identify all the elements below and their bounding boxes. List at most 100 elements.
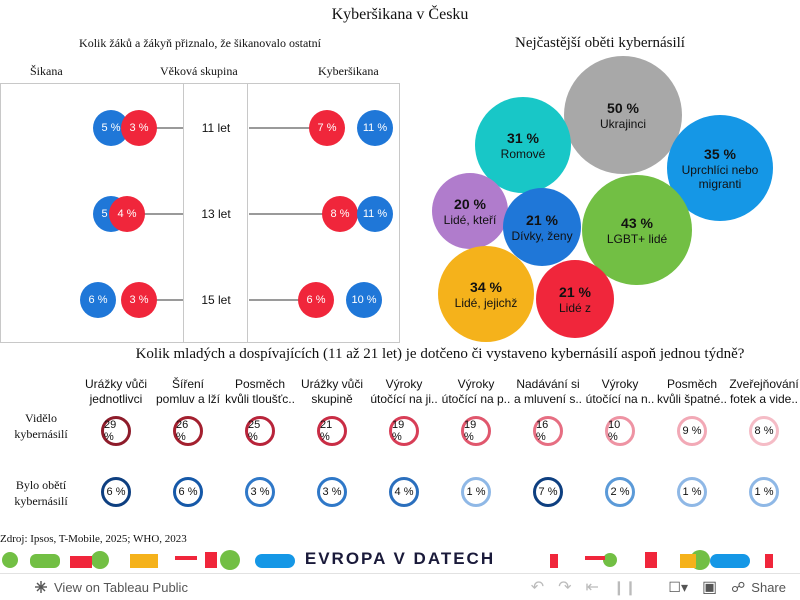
bubble-pct: 34 % — [470, 278, 502, 295]
dot-sikana-red[interactable]: 4 % — [109, 196, 145, 232]
ring-videlo[interactable]: 26 % — [173, 416, 203, 446]
bubble-lide-z[interactable]: 21 % Lidé z — [536, 260, 614, 338]
category-header-line: a mluvení s.. — [513, 392, 583, 406]
category-header: Urážky vůči skupině — [294, 377, 370, 407]
dot-sikana-blue[interactable]: 6 % — [80, 282, 116, 318]
bubble-romove[interactable]: 31 % Romové — [475, 97, 571, 193]
dot-chart-panel: 5 % 3 % 11 let 7 % 11 % 5 % 4 % 13 let 8… — [0, 83, 400, 343]
ring-obeti[interactable]: 1 % — [461, 477, 491, 507]
ring-videlo[interactable]: 19 % — [389, 416, 419, 446]
ring-obeti[interactable]: 7 % — [533, 477, 563, 507]
row-label-videlo: Vidělo kybernásilí — [8, 410, 74, 442]
dot-kyber-blue[interactable]: 10 % — [346, 282, 382, 318]
dot-kyber-red[interactable]: 8 % — [322, 196, 358, 232]
dot-kyber-red[interactable]: 6 % — [298, 282, 334, 318]
view-on-tableau-label: View on Tableau Public — [54, 579, 188, 595]
dot-kyber-red[interactable]: 7 % — [309, 110, 345, 146]
category-header-line: skupině — [311, 392, 353, 406]
bubble-label: Lidé, kteří — [443, 212, 497, 227]
ring-videlo[interactable]: 29 % — [101, 416, 131, 446]
download-icon[interactable]: ☐▾ — [668, 578, 688, 595]
page-title: Kyberšikana v Česku — [331, 6, 469, 23]
bubble-chart-title: Nejčastější oběti kybernásilí — [515, 35, 685, 51]
row-label-line: kybernásilí — [14, 494, 68, 508]
ring-obeti[interactable]: 6 % — [101, 477, 131, 507]
bubble-label: Ukrajinci — [599, 116, 646, 131]
source-note: Zdroj: Ipsos, T-Mobile, 2025; WHO, 2023 — [0, 533, 187, 545]
undo-icon[interactable]: ↶ — [530, 579, 545, 596]
ring-videlo[interactable]: 16 % — [533, 416, 563, 446]
bubble-pct: 43 % — [621, 214, 653, 231]
category-header-line: útočící na n.. — [585, 392, 655, 406]
ring-videlo[interactable]: 9 % — [677, 416, 707, 446]
bubble-label: Lidé z — [558, 300, 592, 315]
revert-icon[interactable]: ⇤ — [585, 579, 599, 596]
redo-icon[interactable]: ↷ — [558, 579, 572, 596]
category-header-line: kvůli tloušťc.. — [225, 392, 295, 406]
bubble-lgbt[interactable]: 43 % LGBT+ lidé — [582, 175, 692, 285]
dot-kyber-blue[interactable]: 11 % — [357, 196, 393, 232]
row-label-line: kybernásilí — [14, 427, 68, 441]
pause-icon[interactable]: ❙❙ — [612, 578, 637, 595]
category-header-line: útočící na ji.. — [370, 392, 438, 406]
bubble-lide-jejichz[interactable]: 34 % Lidé, jejichž — [438, 246, 534, 342]
category-header-line: pomluv a lží — [155, 392, 221, 406]
dot-kyber-blue[interactable]: 11 % — [357, 110, 393, 146]
fullscreen-icon[interactable]: ▣ — [701, 579, 718, 596]
ring-obeti[interactable]: 4 % — [389, 477, 419, 507]
age-label: 11 let — [201, 121, 231, 135]
bubble-ukrajinci[interactable]: 50 % Ukrajinci — [564, 56, 682, 174]
category-header-line: útočící na p.. — [441, 392, 511, 406]
bubble-pct: 50 % — [607, 99, 639, 116]
ring-videlo[interactable]: 21 % — [317, 416, 347, 446]
left-chart-subtitle: Kolik žáků a žákyň přiznalo, že šikanova… — [79, 36, 321, 50]
tableau-logo-icon — [35, 581, 47, 593]
col-header-kyber: Kyberšikana — [318, 64, 379, 78]
category-header-line: Nadávání si — [516, 377, 580, 391]
bubble-uprchlici[interactable]: 35 % Uprchlíci nebo migranti — [667, 115, 773, 221]
share-button[interactable]: ☍ Share — [731, 579, 786, 596]
connector-line — [138, 127, 183, 129]
connector-line — [249, 127, 327, 129]
category-header: Šíření pomluv a lží — [150, 377, 226, 407]
category-header-line: kvůli špatné.. — [656, 392, 728, 406]
connector-line — [249, 299, 313, 301]
category-header: Výroky útočící na ji.. — [366, 377, 442, 407]
ring-videlo[interactable]: 10 % — [605, 416, 635, 446]
connector-line — [249, 213, 335, 215]
bubble-divky-zeny[interactable]: 21 % Dívky, ženy — [503, 188, 581, 266]
col-header-sikana: Šikana — [30, 64, 63, 78]
bubble-lide-kteri[interactable]: 20 % Lidé, kteří — [432, 173, 508, 249]
bubble-label: Romové — [500, 146, 546, 161]
row-label-line: Bylo obětí — [15, 478, 67, 492]
view-on-tableau-link[interactable]: View on Tableau Public — [34, 580, 188, 595]
share-icon: ☍ — [731, 578, 746, 595]
bubble-pct: 21 % — [559, 283, 591, 300]
tableau-toolbar: View on Tableau Public ↶ ↷ ⇤ ❙❙ ☐▾ ▣ ☍ S… — [0, 573, 800, 600]
connector-line — [138, 213, 183, 215]
row-label-obeti: Bylo obětí kybernásilí — [8, 477, 74, 509]
age-label: 15 let — [201, 293, 231, 307]
ring-videlo[interactable]: 8 % — [749, 416, 779, 446]
ring-videlo[interactable]: 19 % — [461, 416, 491, 446]
ring-obeti[interactable]: 6 % — [173, 477, 203, 507]
ring-obeti[interactable]: 3 % — [245, 477, 275, 507]
category-header: Urážky vůči jednotlivci — [78, 377, 154, 407]
category-header: Posměch kvůli tloušťc.. — [222, 377, 298, 407]
ring-obeti[interactable]: 1 % — [677, 477, 707, 507]
category-header-line: Urážky vůči — [84, 377, 147, 391]
dot-sikana-red[interactable]: 3 % — [121, 110, 157, 146]
bubble-label: LGBT+ lidé — [606, 231, 668, 246]
category-header-line: Výroky — [385, 377, 423, 391]
connector-line — [138, 299, 183, 301]
dot-sikana-red[interactable]: 3 % — [121, 282, 157, 318]
ring-obeti[interactable]: 2 % — [605, 477, 635, 507]
bubble-pct: 20 % — [454, 195, 486, 212]
age-label: 13 let — [201, 207, 231, 221]
category-header: Zveřejňování fotek a vide.. — [726, 377, 800, 407]
category-header-line: jednotlivci — [89, 392, 143, 406]
ring-obeti[interactable]: 3 % — [317, 477, 347, 507]
ring-obeti[interactable]: 1 % — [749, 477, 779, 507]
bubble-pct: 21 % — [526, 211, 558, 228]
ring-videlo[interactable]: 25 % — [245, 416, 275, 446]
